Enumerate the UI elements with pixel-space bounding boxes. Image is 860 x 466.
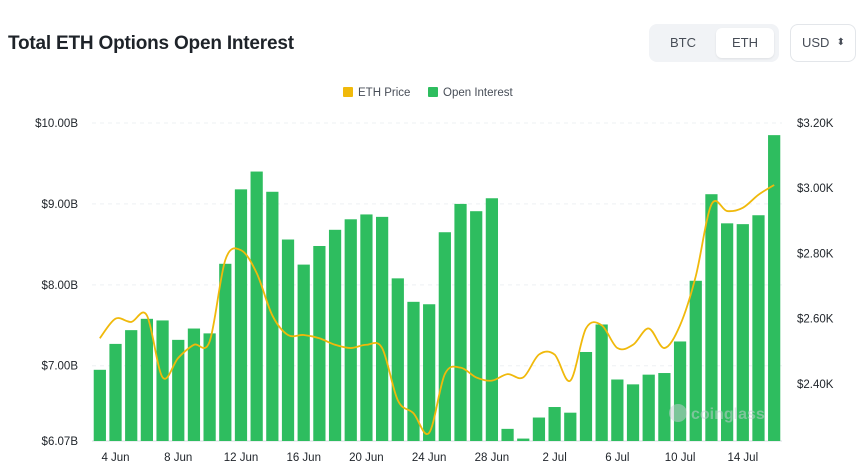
open-interest-bar[interactable]: [328, 229, 342, 441]
open-interest-bar[interactable]: [485, 198, 499, 441]
open-interest-bar[interactable]: [219, 263, 232, 441]
open-interest-bar[interactable]: [93, 369, 106, 441]
x-tick-label: 16 Jun: [286, 452, 321, 464]
open-interest-bar[interactable]: [140, 318, 154, 441]
eth-toggle-button[interactable]: ETH: [716, 28, 774, 58]
y-axis-right: $2.40K $2.60K $2.80K $3.00K $3.20K: [797, 118, 834, 391]
open-interest-bar[interactable]: [313, 245, 326, 441]
y-right-tick-label: $2.80K: [797, 248, 834, 260]
legend-swatch-eth-price: [343, 87, 353, 97]
open-interest-bar[interactable]: [250, 171, 263, 441]
open-interest-bar[interactable]: [203, 333, 216, 441]
open-interest-bar[interactable]: [642, 374, 655, 441]
open-interest-bar[interactable]: [720, 223, 734, 441]
open-interest-bar[interactable]: [673, 341, 687, 441]
x-tick-label: 6 Jul: [605, 452, 629, 464]
open-interest-bar[interactable]: [344, 219, 357, 441]
y-right-tick-label: $3.00K: [797, 183, 834, 195]
open-interest-bar[interactable]: [281, 239, 295, 441]
open-interest-bar[interactable]: [172, 339, 185, 441]
btc-toggle-button[interactable]: BTC: [670, 35, 696, 50]
open-interest-bar[interactable]: [501, 428, 514, 441]
open-interest-bar[interactable]: [360, 214, 373, 441]
eth-price-line-path[interactable]: [99, 184, 775, 436]
open-interest-bar[interactable]: [156, 320, 169, 441]
y-left-tick-label: $9.00B: [42, 199, 79, 211]
x-tick-label: 28 Jun: [475, 452, 510, 464]
x-tick-label: 4 Jun: [101, 452, 129, 464]
open-interest-bar[interactable]: [626, 384, 640, 441]
x-tick-label: 10 Jul: [665, 452, 696, 464]
y-left-tick-label: $10.00B: [35, 118, 78, 130]
chart-legend: ETH Price Open Interest: [343, 87, 513, 99]
watermark: coinglass: [669, 404, 765, 423]
x-tick-label: 8 Jun: [164, 452, 192, 464]
open-interest-bar[interactable]: [736, 224, 749, 441]
y-axis-left: $6.07B $7.00B $8.00B $9.00B $10.00B: [35, 118, 78, 448]
y-right-tick-label: $3.20K: [797, 118, 834, 130]
open-interest-bar[interactable]: [705, 194, 718, 441]
open-interest-bar[interactable]: [454, 203, 467, 441]
legend-swatch-open-interest: [428, 87, 438, 97]
currency-select-value: USD: [802, 35, 830, 50]
open-interest-bar[interactable]: [611, 379, 624, 441]
open-interest-bar[interactable]: [595, 324, 608, 441]
coinglass-logo-icon: [669, 404, 687, 422]
open-interest-bar[interactable]: [548, 407, 561, 441]
open-interest-bar[interactable]: [125, 330, 138, 441]
page-title: Total ETH Options Open Interest: [8, 33, 294, 54]
open-interest-bar[interactable]: [517, 438, 530, 441]
currency-select[interactable]: USD ⬍: [790, 24, 856, 62]
asset-toggle: BTC ETH: [649, 24, 779, 62]
x-tick-label: 14 Jul: [727, 452, 758, 464]
x-tick-label: 2 Jul: [542, 452, 566, 464]
open-interest-bar[interactable]: [752, 215, 765, 441]
legend-label-eth-price[interactable]: ETH Price: [358, 87, 410, 99]
open-interest-bar[interactable]: [407, 301, 420, 441]
open-interest-bar[interactable]: [579, 351, 593, 441]
open-interest-bar[interactable]: [768, 135, 781, 442]
open-interest-bar[interactable]: [109, 343, 122, 441]
y-right-tick-label: $2.40K: [797, 379, 834, 391]
open-interest-bar[interactable]: [689, 280, 702, 441]
legend-label-open-interest[interactable]: Open Interest: [443, 87, 513, 99]
open-interest-bar[interactable]: [658, 373, 671, 441]
open-interest-bar[interactable]: [470, 211, 483, 441]
chevron-updown-icon: ⬍: [836, 37, 845, 48]
y-left-tick-label: $8.00B: [42, 280, 79, 292]
open-interest-bar[interactable]: [297, 264, 310, 441]
eth-price-line: [99, 184, 775, 436]
open-interest-bar[interactable]: [187, 328, 201, 441]
open-interest-bar[interactable]: [375, 216, 389, 441]
x-tick-label: 24 Jun: [412, 452, 447, 464]
open-interest-bar[interactable]: [438, 232, 451, 441]
open-interest-bar[interactable]: [423, 304, 436, 441]
open-interest-bars: [93, 135, 781, 442]
open-interest-bar[interactable]: [532, 417, 546, 441]
open-interest-bar[interactable]: [391, 278, 404, 441]
open-interest-bar[interactable]: [564, 412, 577, 441]
y-left-tick-label: $6.07B: [42, 436, 79, 448]
x-axis: 4 Jun 8 Jun 12 Jun 16 Jun 20 Jun 24 Jun 28 Jun…: [101, 452, 758, 464]
y-right-tick-label: $2.60K: [797, 314, 834, 326]
x-tick-label: 20 Jun: [349, 452, 384, 464]
x-tick-label: 12 Jun: [224, 452, 259, 464]
y-left-tick-label: $7.00B: [42, 361, 79, 373]
open-interest-bar[interactable]: [234, 189, 248, 441]
watermark-text: coinglass: [691, 406, 765, 423]
